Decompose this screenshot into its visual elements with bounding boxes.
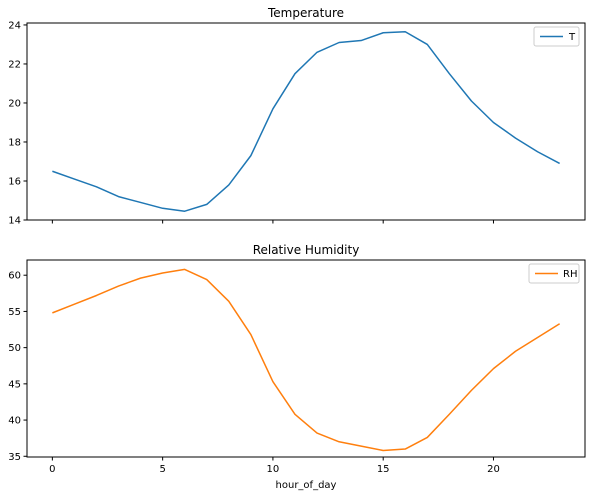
humidity-x-axis-label: hour_of_day: [276, 480, 337, 491]
humidity-legend: RH: [528, 263, 580, 284]
humidity-series-line: [52, 268, 561, 452]
humidity-legend-label: RH: [563, 269, 577, 280]
temperature-legend: T: [533, 26, 580, 47]
humidity-x-tick-label: 0: [49, 464, 55, 475]
humidity-x-tick-label: 15: [377, 464, 390, 475]
temperature-legend-label: T: [568, 32, 576, 43]
humidity-y-tick-label: 40: [8, 416, 21, 427]
humidity-x-tick-label: 5: [159, 464, 165, 475]
humidity-lines: [52, 268, 561, 452]
humidity-y-tick-label: 55: [8, 307, 21, 318]
humidity-title: Relative Humidity: [253, 243, 360, 257]
temperature-axes-frame: [26, 22, 586, 221]
humidity-y-tick-label: 35: [8, 452, 21, 463]
temperature-y-tick-label: 14: [8, 216, 21, 227]
temperature-title: Temperature: [267, 6, 344, 20]
temperature-y-tick-label: 20: [8, 98, 21, 109]
humidity-y-tick-label: 60: [8, 271, 21, 282]
humidity-x-tick-label: 10: [267, 464, 280, 475]
temperature-x-ticks: [51, 220, 494, 224]
temperature-y-tick-label: 24: [8, 20, 21, 31]
temperature-y-ticks: 14 16 18 20 22 24: [8, 20, 27, 227]
humidity-y-tick-label: 50: [8, 343, 21, 354]
temperature-series-line: [52, 31, 560, 212]
humidity-x-ticks: 0 5 10 15 20: [49, 457, 500, 475]
temperature-y-tick-label: 16: [8, 176, 21, 187]
humidity-x-tick-label: 20: [487, 464, 500, 475]
humidity-axes-frame: [26, 259, 586, 458]
temperature-y-tick-label: 22: [8, 59, 21, 70]
temperature-panel: Temperature 14 16 18 20 22 24 T: [8, 6, 586, 227]
humidity-y-tick-label: 45: [8, 379, 21, 390]
humidity-y-ticks: 35 40 45 50 55 60: [8, 271, 27, 463]
temperature-y-tick-label: 18: [8, 137, 21, 148]
temperature-lines: [52, 31, 560, 212]
